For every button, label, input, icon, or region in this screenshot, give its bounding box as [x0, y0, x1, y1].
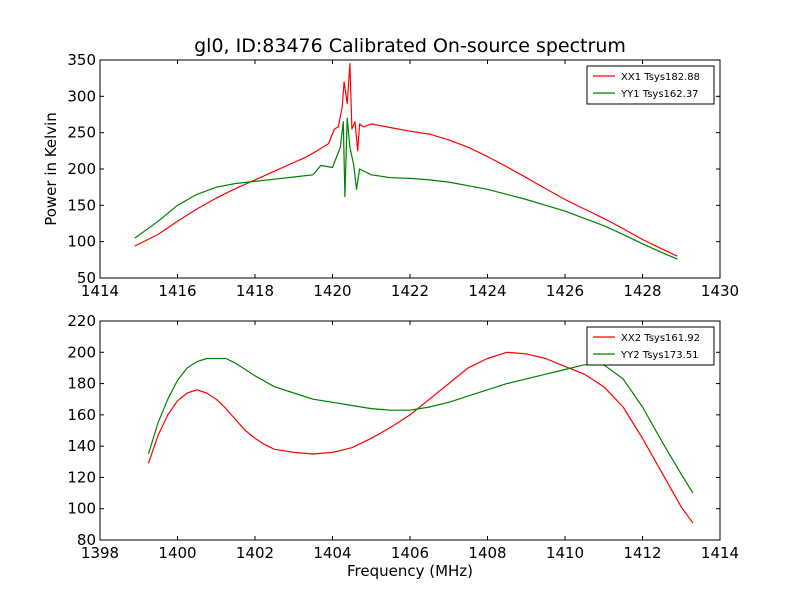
y-tick-label: 100: [67, 500, 96, 518]
x-tick-label: 1408: [468, 544, 506, 562]
y-tick-label: 250: [67, 124, 96, 142]
y-tick-label: 300: [67, 87, 96, 105]
x-tick-label: 1430: [701, 282, 739, 300]
x-tick-label: 1424: [468, 282, 506, 300]
x-tick-label: 1416: [158, 282, 196, 300]
x-tick-label: 1412: [623, 544, 661, 562]
top-subplot: 1414 1416 1418 1420 1422 1424 1426 1428 1430 50 10…: [42, 51, 739, 300]
x-tick-label: 1420: [313, 282, 351, 300]
y-tick-label: 350: [67, 51, 96, 69]
y-tick-label: 100: [67, 233, 96, 251]
x-tick-label: 1418: [236, 282, 274, 300]
x-tick-label: 1428: [623, 282, 661, 300]
x-tick-label: 1402: [236, 544, 274, 562]
y-tick-label: 120: [67, 468, 96, 486]
bottom-subplot: 1398 1400 1402 1404 1406 1408 1410 1412 1414 80 10…: [67, 312, 739, 580]
y-tick-label: 160: [67, 406, 96, 424]
series-line-yy1: [134, 117, 678, 260]
legend-box: [586, 326, 715, 366]
y-tick-label: 80: [77, 531, 96, 549]
x-tick-label: 1414: [81, 282, 119, 300]
x-tick-label: 1422: [391, 282, 429, 300]
y-tick-label: 50: [77, 269, 96, 287]
legend-label: XX2 Tsys161.92: [621, 333, 700, 344]
legend-label: YY1 Tsys162.37: [620, 89, 699, 100]
x-tick-label: 1400: [158, 544, 196, 562]
y-tick-label: 220: [67, 312, 96, 330]
series-line-xx1: [134, 62, 678, 257]
legend-box: [586, 65, 715, 105]
x-axis-title: Frequency (MHz): [347, 562, 473, 580]
y-axis-title: Power in Kelvin: [42, 112, 60, 226]
figure-title: gl0, ID:83476 Calibrated On-source spect…: [194, 35, 626, 57]
series-line-xx2: [147, 351, 694, 524]
legend-label: XX1 Tsys182.88: [621, 72, 700, 83]
x-tick-label: 1398: [81, 544, 119, 562]
x-tick-label: 1410: [546, 544, 584, 562]
x-tick-label: 1426: [546, 282, 584, 300]
legend-label: YY2 Tsys173.51: [620, 350, 699, 361]
y-tick-label: 200: [67, 160, 96, 178]
x-tick-label: 1404: [313, 544, 351, 562]
y-tick-label: 140: [67, 437, 96, 455]
x-tick-label: 1406: [391, 544, 429, 562]
y-tick-label: 150: [67, 196, 96, 214]
y-tick-label: 180: [67, 375, 96, 393]
y-tick-label: 200: [67, 343, 96, 361]
legend: XX2 Tsys161.92 YY2 Tsys173.51: [586, 326, 715, 366]
x-tick-label: 1414: [701, 544, 739, 562]
legend: XX1 Tsys182.88 YY1 Tsys162.37: [586, 65, 715, 105]
